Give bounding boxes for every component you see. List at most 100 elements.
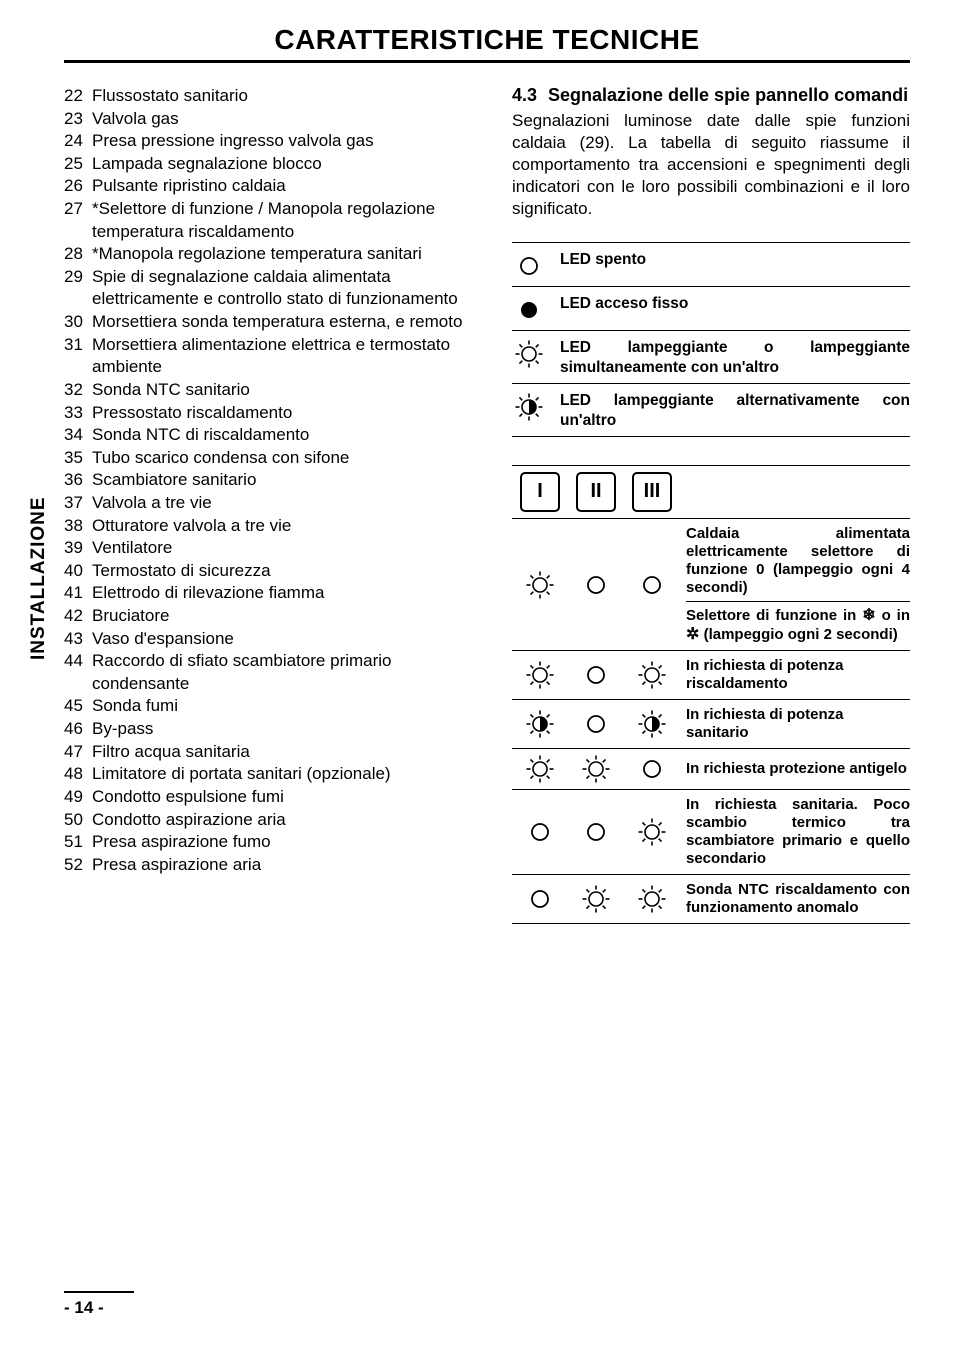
list-number: 45	[64, 695, 92, 718]
list-item: 25Lampada segnalazione blocco	[64, 153, 484, 176]
list-item: 40Termostato di sicurezza	[64, 560, 484, 583]
list-text: Morsettiera sonda temperatura esterna, e…	[92, 311, 484, 334]
led-off-icon	[568, 710, 624, 738]
list-text: Filtro acqua sanitaria	[92, 741, 484, 764]
list-number: 29	[64, 266, 92, 311]
list-number: 38	[64, 515, 92, 538]
list-number: 42	[64, 605, 92, 628]
list-number: 47	[64, 741, 92, 764]
list-item: 42Bruciatore	[64, 605, 484, 628]
list-text: Valvola gas	[92, 108, 484, 131]
list-number: 30	[64, 311, 92, 334]
list-text: Morsettiera alimentazione elettrica e te…	[92, 334, 484, 379]
section-heading: 4.3 Segnalazione delle spie pannello com…	[512, 85, 910, 106]
status-row: Caldaia alimentata elettricamente selett…	[512, 519, 910, 651]
list-number: 50	[64, 809, 92, 832]
list-item: 46By-pass	[64, 718, 484, 741]
list-text: Scambiatore sanitario	[92, 469, 484, 492]
status-header-cell: I	[512, 472, 568, 512]
list-number: 39	[64, 537, 92, 560]
status-row: In richiesta sanitaria. Poco scambio ter…	[512, 790, 910, 875]
list-number: 22	[64, 85, 92, 108]
list-text: Condotto aspirazione aria	[92, 809, 484, 832]
section-title: Segnalazione delle spie pannello comandi	[548, 85, 910, 106]
legend-text: LED lampeggiante o lampeggiante simultan…	[560, 338, 910, 377]
list-item: 34Sonda NTC di riscaldamento	[64, 424, 484, 447]
list-number: 44	[64, 650, 92, 695]
led-blink-icon	[624, 885, 680, 913]
list-item: 45Sonda fumi	[64, 695, 484, 718]
list-item: 50Condotto aspirazione aria	[64, 809, 484, 832]
led-blink-alt-icon	[512, 710, 568, 738]
list-text: Presa aspirazione fumo	[92, 831, 484, 854]
list-text: Tubo scarico condensa con sifone	[92, 447, 484, 470]
list-number: 32	[64, 379, 92, 402]
led-off-icon	[568, 661, 624, 689]
led-blink-icon	[624, 818, 680, 846]
led-blink-icon	[512, 661, 568, 689]
component-list: 22Flussostato sanitario23Valvola gas24Pr…	[64, 85, 484, 876]
led-off-icon	[624, 755, 680, 783]
list-item: 32Sonda NTC sanitario	[64, 379, 484, 402]
list-item: 33Pressostato riscaldamento	[64, 402, 484, 425]
status-description: In richiesta di potenza riscaldamento	[680, 657, 910, 693]
list-number: 46	[64, 718, 92, 741]
list-text: Lampada segnalazione blocco	[92, 153, 484, 176]
led-legend: LED spentoLED acceso fisso LED lampeggian…	[512, 242, 910, 437]
list-item: 41Elettrodo di rilevazione fiamma	[64, 582, 484, 605]
list-text: *Manopola regolazione temperatura sanita…	[92, 243, 484, 266]
legend-row: LED lampeggiante alternativamente con un…	[512, 383, 910, 437]
list-text: By-pass	[92, 718, 484, 741]
list-item: 37Valvola a tre vie	[64, 492, 484, 515]
list-number: 25	[64, 153, 92, 176]
list-item: 30Morsettiera sonda temperatura esterna,…	[64, 311, 484, 334]
status-description: In richiesta sanitaria. Poco scambio ter…	[680, 796, 910, 868]
list-number: 31	[64, 334, 92, 379]
list-number: 26	[64, 175, 92, 198]
list-number: 35	[64, 447, 92, 470]
led-blink-alt-icon	[512, 391, 546, 421]
list-text: Elettrodo di rilevazione fiamma	[92, 582, 484, 605]
list-text: Valvola a tre vie	[92, 492, 484, 515]
section-number: 4.3	[512, 85, 548, 106]
list-text: Flussostato sanitario	[92, 85, 484, 108]
led-off-icon	[512, 250, 546, 280]
list-item: 27*Selettore di funzione / Manopola rego…	[64, 198, 484, 243]
list-number: 23	[64, 108, 92, 131]
legend-row: LED spento	[512, 242, 910, 286]
list-item: 44Raccordo di sfiato scambiatore primari…	[64, 650, 484, 695]
status-header-cell: II	[568, 472, 624, 512]
list-text: Presa pressione ingresso valvola gas	[92, 130, 484, 153]
led-blink-icon	[512, 571, 568, 599]
list-item: 29Spie di segnalazione caldaia alimentat…	[64, 266, 484, 311]
list-item: 49Condotto espulsione fumi	[64, 786, 484, 809]
page-title: CARATTERISTICHE TECNICHE	[64, 24, 910, 63]
list-text: Ventilatore	[92, 537, 484, 560]
list-text: Presa aspirazione aria	[92, 854, 484, 877]
list-item: 24Presa pressione ingresso valvola gas	[64, 130, 484, 153]
led-off-icon	[512, 818, 568, 846]
list-number: 49	[64, 786, 92, 809]
list-number: 36	[64, 469, 92, 492]
led-off-icon	[568, 818, 624, 846]
led-blink-icon	[568, 885, 624, 913]
status-row: In richiesta protezione antigelo	[512, 749, 910, 790]
list-item: 23Valvola gas	[64, 108, 484, 131]
legend-row: LED lampeggiante o lampeggiante simultan…	[512, 330, 910, 383]
led-off-icon	[624, 571, 680, 599]
list-text: Otturatore valvola a tre vie	[92, 515, 484, 538]
list-item: 52Presa aspirazione aria	[64, 854, 484, 877]
led-off-icon	[512, 885, 568, 913]
list-item: 35Tubo scarico condensa con sifone	[64, 447, 484, 470]
list-number: 37	[64, 492, 92, 515]
list-text: Pressostato riscaldamento	[92, 402, 484, 425]
roman-box: II	[576, 472, 616, 512]
led-blink-icon	[624, 661, 680, 689]
list-number: 28	[64, 243, 92, 266]
legend-row: LED acceso fisso	[512, 286, 910, 330]
status-table: IIIIII Caldaia alimentata elettricamente…	[512, 465, 910, 924]
list-text: Sonda NTC di riscaldamento	[92, 424, 484, 447]
list-text: Spie di segnalazione caldaia alimentata …	[92, 266, 484, 311]
list-text: Sonda fumi	[92, 695, 484, 718]
list-number: 51	[64, 831, 92, 854]
